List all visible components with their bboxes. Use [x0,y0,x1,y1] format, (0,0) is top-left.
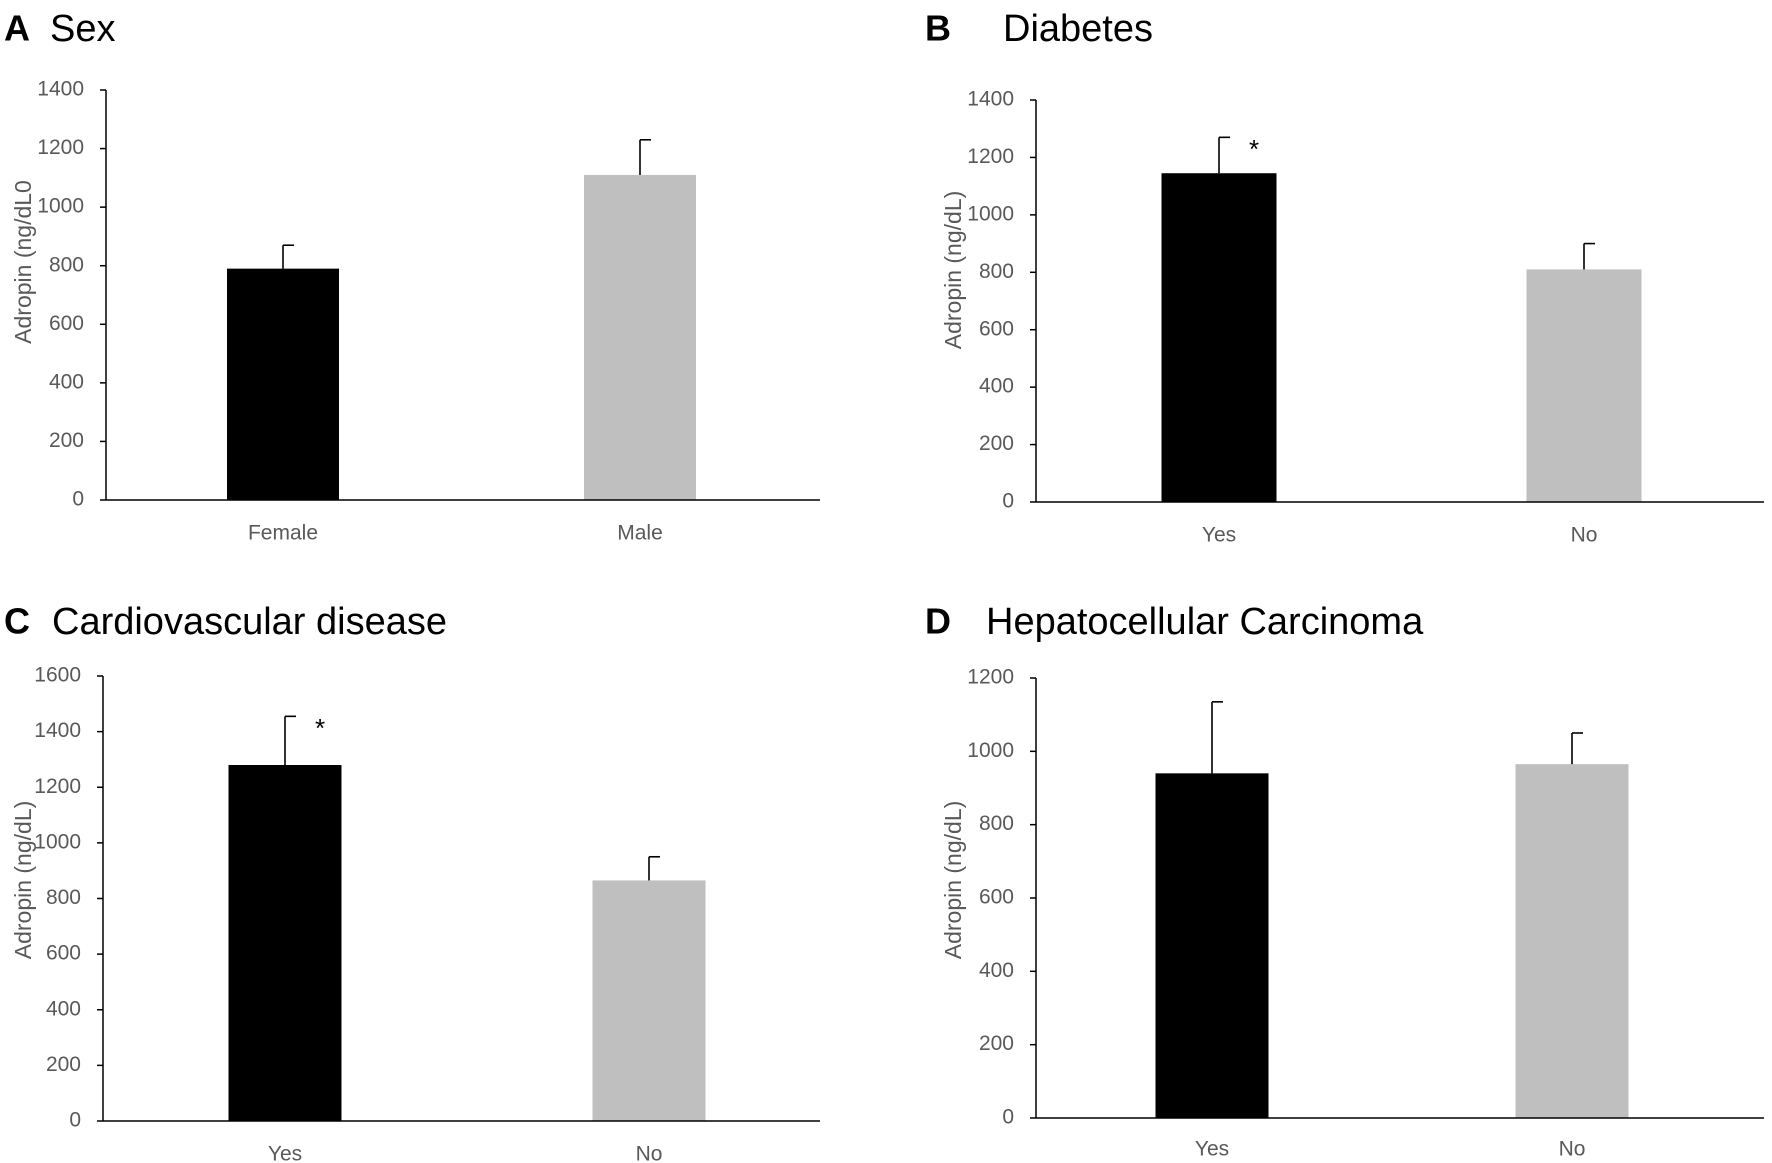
y-tick-label: 1000 [967,202,1014,225]
chart-title: Diabetes [1003,8,1153,50]
panel-letter: D [925,601,951,642]
y-tick-label: 0 [69,1109,81,1132]
y-tick-label: 1600 [34,664,81,687]
y-tick-label: 1000 [37,195,84,218]
y-tick-label: 0 [72,488,84,511]
chart-panel-b: B Diabetes Adropin (ng/dL) 0 200 400 600 800 100… [925,8,1764,547]
x-category-label: No [1559,1138,1586,1161]
y-axis-label: Adropin (ng/dL) [940,801,966,960]
y-tick-label: 400 [49,370,84,393]
bar-yes [1161,173,1277,502]
bar-no [592,880,706,1121]
bar-no [1526,269,1642,502]
chart-title: Sex [50,8,115,50]
significance-marker: * [315,713,325,743]
y-tick-label: 1400 [37,78,84,101]
x-category-label: Yes [1195,1138,1229,1161]
panel-letter: A [4,8,30,49]
panel-letter: B [925,8,951,49]
x-category-label: Male [617,522,663,545]
y-tick-label: 800 [46,886,81,909]
significance-marker: * [1249,134,1259,164]
bar-male [584,174,696,500]
x-category-label: Yes [268,1143,302,1163]
y-tick-label: 0 [1002,1106,1014,1129]
y-axis-label: Adropin (ng/dL0 [10,180,36,344]
chart-title: Cardiovascular disease [52,601,447,643]
y-tick-label: 800 [979,260,1014,283]
y-tick-label: 0 [1002,490,1014,513]
bar-no [1515,764,1629,1118]
bar-female [227,268,339,500]
y-tick-label: 200 [979,1032,1014,1055]
y-axis-label: Adropin (ng/dL) [940,191,966,350]
chart-title: Hepatocellular Carcinoma [986,601,1424,643]
y-tick-label: 600 [979,317,1014,340]
y-tick-label: 400 [979,375,1014,398]
y-tick-label: 1200 [37,136,84,159]
y-tick-label: 1000 [967,739,1014,762]
y-tick-label: 400 [979,959,1014,982]
bar-yes [1155,773,1269,1118]
y-tick-label: 1400 [34,719,81,742]
y-tick-label: 400 [46,997,81,1020]
y-tick-label: 800 [49,253,84,276]
y-tick-label: 600 [979,886,1014,909]
y-tick-label: 200 [46,1053,81,1076]
y-axis-label: Adropin (ng/dL) [10,801,36,960]
x-category-label: Female [248,522,318,545]
y-tick-label: 1200 [967,666,1014,689]
y-tick-label: 1200 [967,145,1014,168]
x-category-label: No [636,1143,663,1163]
y-tick-label: 600 [46,942,81,965]
chart-panel-a: A Sex Adropin (ng/dL0 0 200 400 600 800 1000 1200… [4,8,820,545]
x-category-label: No [1571,524,1598,547]
y-tick-label: 600 [49,312,84,335]
y-tick-label: 1400 [967,88,1014,111]
y-tick-label: 1000 [34,830,81,853]
x-category-label: Yes [1202,524,1236,547]
chart-panel-c: C Cardiovascular disease Adropin (ng/dL) 0 2… [4,601,820,1163]
chart-panel-d: D Hepatocellular Carcinoma Adropin (ng/dL)… [925,601,1764,1161]
panel-letter: C [4,601,30,642]
bar-yes [228,765,342,1121]
y-tick-label: 200 [49,429,84,452]
y-tick-label: 1200 [34,775,81,798]
y-tick-label: 800 [979,812,1014,835]
y-tick-label: 200 [979,432,1014,455]
